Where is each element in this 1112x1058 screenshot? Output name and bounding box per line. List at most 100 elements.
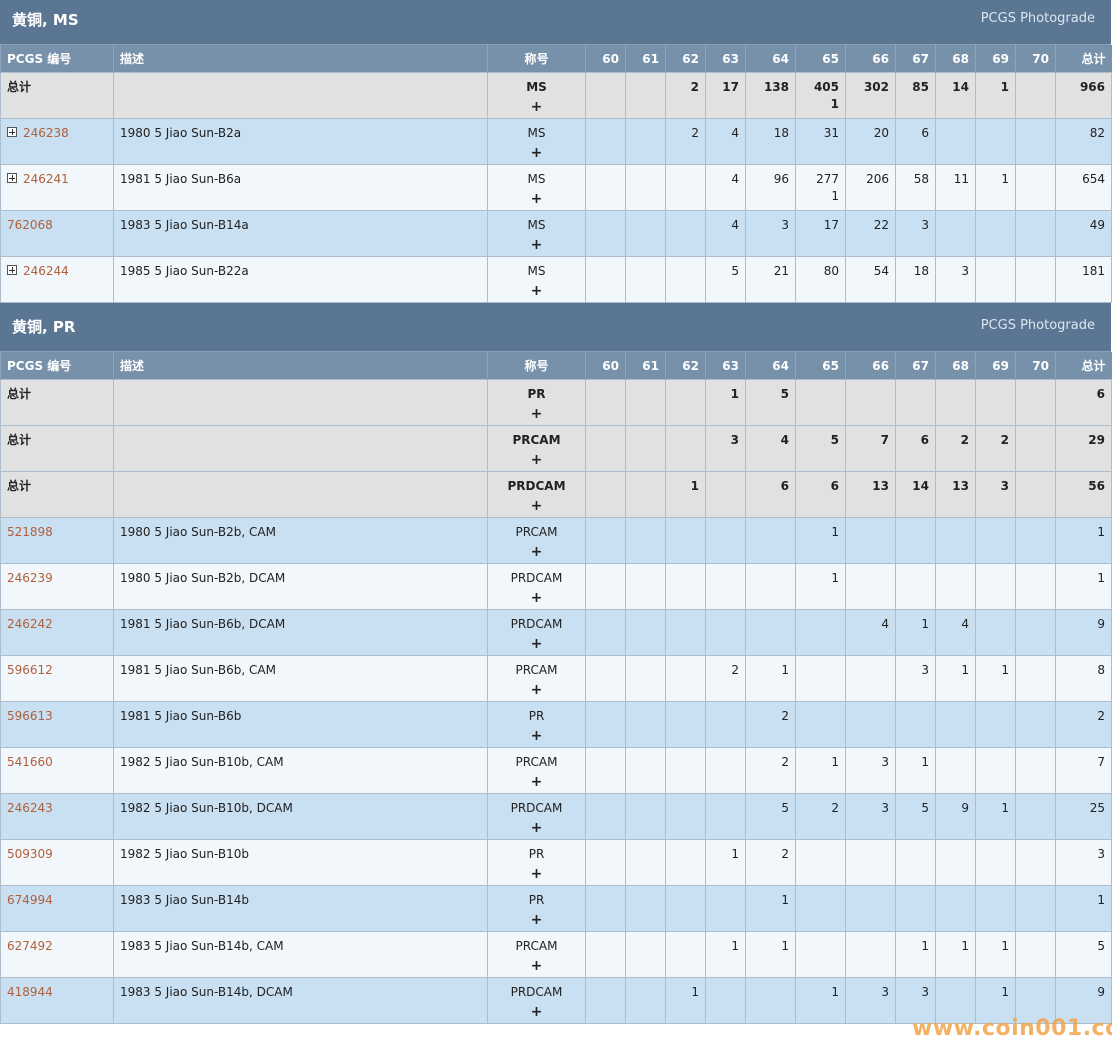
expand-icon[interactable] xyxy=(7,173,17,183)
grade-count: 3 xyxy=(781,218,789,232)
designation-cell: PRCAM + xyxy=(487,425,586,472)
plus-toggle[interactable]: + xyxy=(530,774,543,790)
plus-toggle[interactable]: + xyxy=(530,866,543,882)
column-header: 67 xyxy=(895,45,936,73)
description-cell: 1981 5 Jiao Sun-B6a xyxy=(113,164,488,211)
plus-toggle[interactable]: + xyxy=(530,820,543,836)
grade-count: 4 xyxy=(961,617,969,631)
pcgs-link[interactable]: 246241 xyxy=(23,172,69,186)
plus-toggle[interactable]: + xyxy=(530,406,543,422)
plus-toggle[interactable]: + xyxy=(530,544,543,560)
total-label: 总计 xyxy=(7,80,32,94)
row-total: 966 xyxy=(1079,80,1105,94)
plus-toggle[interactable]: + xyxy=(530,958,543,974)
grade-count: 20 xyxy=(873,126,889,140)
photograde-link[interactable]: PCGS Photograde xyxy=(980,11,1095,26)
grade-cell xyxy=(795,379,846,426)
grade-cell xyxy=(705,885,746,932)
grade-cell: 18 xyxy=(895,256,936,303)
grade-count: 1 xyxy=(831,755,839,769)
description-cell: 1983 5 Jiao Sun-B14a xyxy=(113,210,488,257)
grade-cell xyxy=(665,425,706,472)
plus-toggle[interactable]: + xyxy=(530,728,543,744)
grade-cell: 6 xyxy=(745,471,796,518)
grade-count: 2 xyxy=(690,80,699,94)
grade-cell xyxy=(795,609,846,656)
plus-toggle[interactable]: + xyxy=(530,191,543,207)
row-total: 8 xyxy=(1097,663,1105,677)
total-row: 总计 MS +2 17 138 405 1 302 85 14 1 966 xyxy=(0,72,1112,119)
row-total: 3 xyxy=(1097,847,1105,861)
plus-toggle[interactable]: + xyxy=(530,636,543,652)
pcgs-link[interactable]: 541660 xyxy=(7,755,53,769)
pcgs-link[interactable]: 596612 xyxy=(7,663,53,677)
total-cell: 2 xyxy=(1055,701,1112,748)
plus-toggle[interactable]: + xyxy=(530,237,543,253)
grade-count: 6 xyxy=(920,433,929,447)
total-cell: 966 xyxy=(1055,72,1112,119)
column-header: 62 xyxy=(665,45,706,73)
plus-toggle[interactable]: + xyxy=(530,1004,543,1020)
pcgs-link[interactable]: 521898 xyxy=(7,525,53,539)
plus-toggle[interactable]: + xyxy=(530,283,543,299)
grade-cell: 405 1 xyxy=(795,72,846,119)
pcgs-link[interactable]: 509309 xyxy=(7,847,53,861)
grade-cell: 1 xyxy=(935,931,976,978)
designation-cell: MS + xyxy=(487,164,586,211)
grade-count: 1 xyxy=(730,387,739,401)
grade-cell xyxy=(1015,517,1056,564)
description-cell: 1983 5 Jiao Sun-B14b, DCAM xyxy=(113,977,488,1024)
grade-cell xyxy=(665,517,706,564)
expand-icon[interactable] xyxy=(7,127,17,137)
plus-toggle[interactable]: + xyxy=(530,912,543,928)
pcgs-link[interactable]: 674994 xyxy=(7,893,53,907)
designation: PRCAM xyxy=(512,433,561,447)
plus-toggle[interactable]: + xyxy=(530,99,543,115)
description-cell xyxy=(113,72,488,119)
grade-cell xyxy=(895,379,936,426)
pcgs-link[interactable]: 246239 xyxy=(7,571,53,585)
photograde-link[interactable]: PCGS Photograde xyxy=(980,318,1095,333)
plus-toggle[interactable]: + xyxy=(530,452,543,468)
column-header: 63 xyxy=(705,352,746,380)
plus-toggle[interactable]: + xyxy=(530,682,543,698)
pcgs-link[interactable]: 246238 xyxy=(23,126,69,140)
grade-cell xyxy=(625,72,666,119)
pcgs-link[interactable]: 627492 xyxy=(7,939,53,953)
grade-cell xyxy=(845,517,896,564)
pcgs-link[interactable]: 418944 xyxy=(7,985,53,999)
plus-toggle[interactable]: + xyxy=(530,498,543,514)
grade-cell xyxy=(935,563,976,610)
grade-cell xyxy=(845,701,896,748)
grade-cell: 1 xyxy=(935,655,976,702)
population-table: PCGS 编号 描述 称号 60 61 62 63 64 65 66 67 68 69 70 总计 总计 MS +… xyxy=(0,45,1112,303)
pcgs-link[interactable]: 246242 xyxy=(7,617,53,631)
designation-cell: PRDCAM + xyxy=(487,793,586,840)
grade-cell xyxy=(625,931,666,978)
expand-icon[interactable] xyxy=(7,265,17,275)
pcgs-link[interactable]: 762068 xyxy=(7,218,53,232)
column-header: 63 xyxy=(705,45,746,73)
grade-cell xyxy=(1015,931,1056,978)
grade-count: 2 xyxy=(781,755,789,769)
pcgs-link[interactable]: 596613 xyxy=(7,709,53,723)
column-header: 66 xyxy=(845,45,896,73)
grade-cell: 3 xyxy=(705,425,746,472)
grade-cell: 54 xyxy=(845,256,896,303)
plus-toggle[interactable]: + xyxy=(530,145,543,161)
grade-cell: 11 xyxy=(935,164,976,211)
pcgs-link[interactable]: 246244 xyxy=(23,264,69,278)
grade-cell xyxy=(845,563,896,610)
grade-cell xyxy=(845,379,896,426)
pcgs-link[interactable]: 246243 xyxy=(7,801,53,815)
grade-cell: 2 xyxy=(795,793,846,840)
grade-cell xyxy=(625,118,666,165)
grade-cell xyxy=(585,256,626,303)
grade-cell: 2 xyxy=(745,701,796,748)
pcgs-cell: 总计 xyxy=(0,425,114,472)
grade-count: 5 xyxy=(830,433,839,447)
designation-cell: PR + xyxy=(487,885,586,932)
column-header: PCGS 编号 xyxy=(0,352,114,380)
grade-cell: 58 xyxy=(895,164,936,211)
plus-toggle[interactable]: + xyxy=(530,590,543,606)
